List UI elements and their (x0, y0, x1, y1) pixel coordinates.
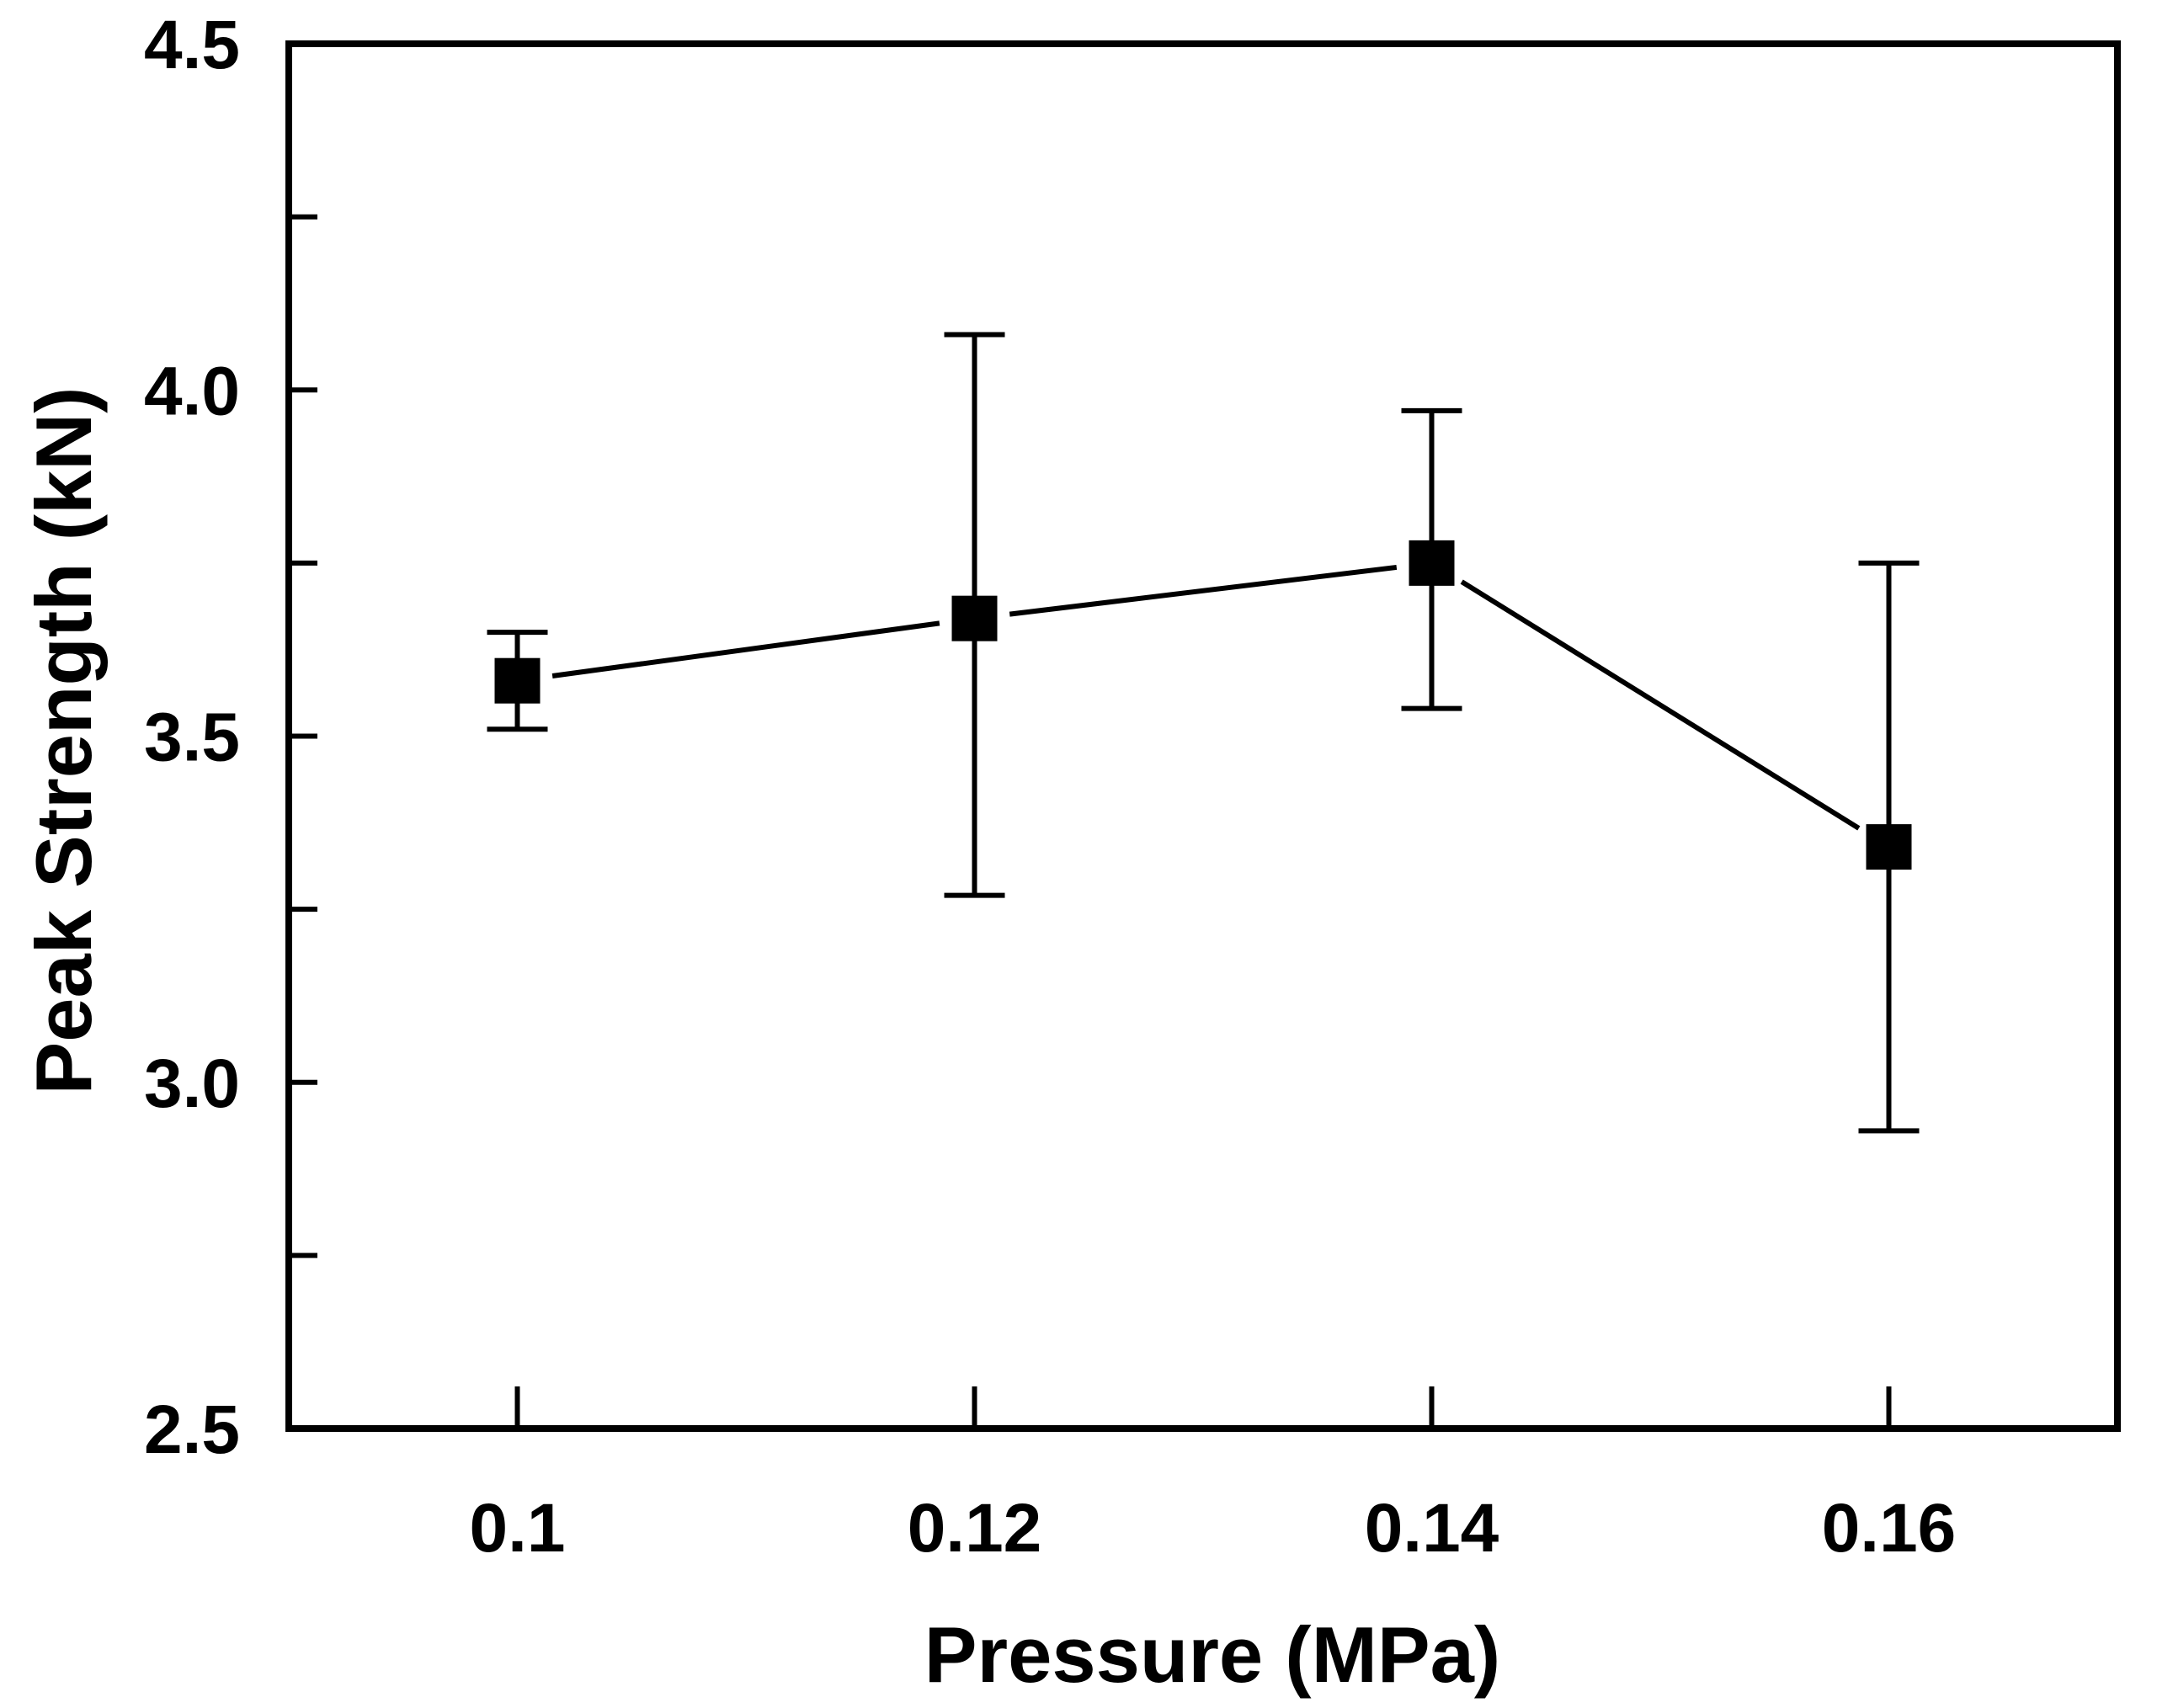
y-axis-ticks: 2.5 3.0 3.5 4.0 4.5 (144, 7, 317, 1468)
data-point-2 (1409, 540, 1455, 586)
data-point-0 (494, 657, 541, 704)
y-tick-label-2: 3.0 (144, 1046, 240, 1122)
series-0-segment-0 (551, 620, 940, 678)
y-tick-label-4: 3.5 (144, 700, 240, 776)
series-0-segment-1 (1009, 564, 1398, 617)
data-point-3 (1866, 824, 1912, 870)
marker-layer (494, 540, 1912, 870)
x-tick-label-2: 0.14 (1365, 1490, 1499, 1567)
y-tick-label-6: 4.0 (144, 353, 240, 429)
x-tick-label-1: 0.12 (908, 1490, 1042, 1567)
x-tick-label-3: 0.16 (1822, 1490, 1957, 1567)
y-tick-label-0: 2.5 (144, 1391, 240, 1468)
series-layer (551, 564, 1861, 831)
y-tick-label-8: 4.5 (144, 7, 240, 83)
x-axis-ticks: 0.1 0.12 0.14 0.16 (470, 1386, 1957, 1567)
x-tick-label-0: 0.1 (470, 1490, 566, 1567)
series-0-segment-2 (1460, 579, 1861, 831)
data-point-1 (951, 595, 998, 641)
y-axis-title: Peak Strength (kN) (19, 387, 108, 1095)
x-axis-title: Pressure (MPa) (924, 1610, 1500, 1699)
